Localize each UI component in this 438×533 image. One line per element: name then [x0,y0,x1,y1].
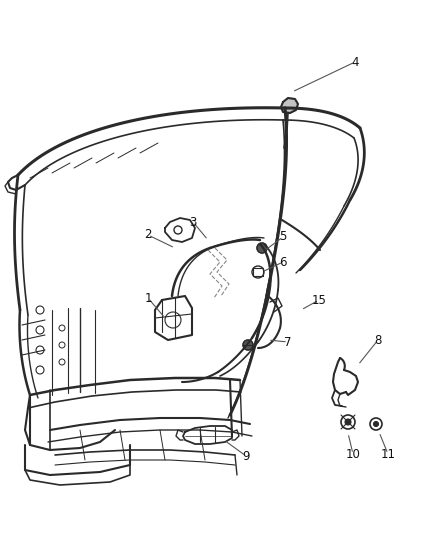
Circle shape [345,419,351,425]
Text: 6: 6 [279,255,287,269]
Text: 7: 7 [284,335,292,349]
Text: 2: 2 [144,229,152,241]
Circle shape [257,243,267,253]
Text: 5: 5 [279,230,287,244]
Text: 4: 4 [351,55,359,69]
Text: 1: 1 [144,292,152,304]
Circle shape [243,340,253,350]
Circle shape [374,422,378,426]
Text: 15: 15 [311,294,326,306]
Text: 9: 9 [242,449,250,463]
Text: 11: 11 [381,448,396,461]
Text: 10: 10 [346,448,360,461]
Polygon shape [281,98,298,113]
Text: 3: 3 [189,215,197,229]
Text: 8: 8 [374,334,381,346]
